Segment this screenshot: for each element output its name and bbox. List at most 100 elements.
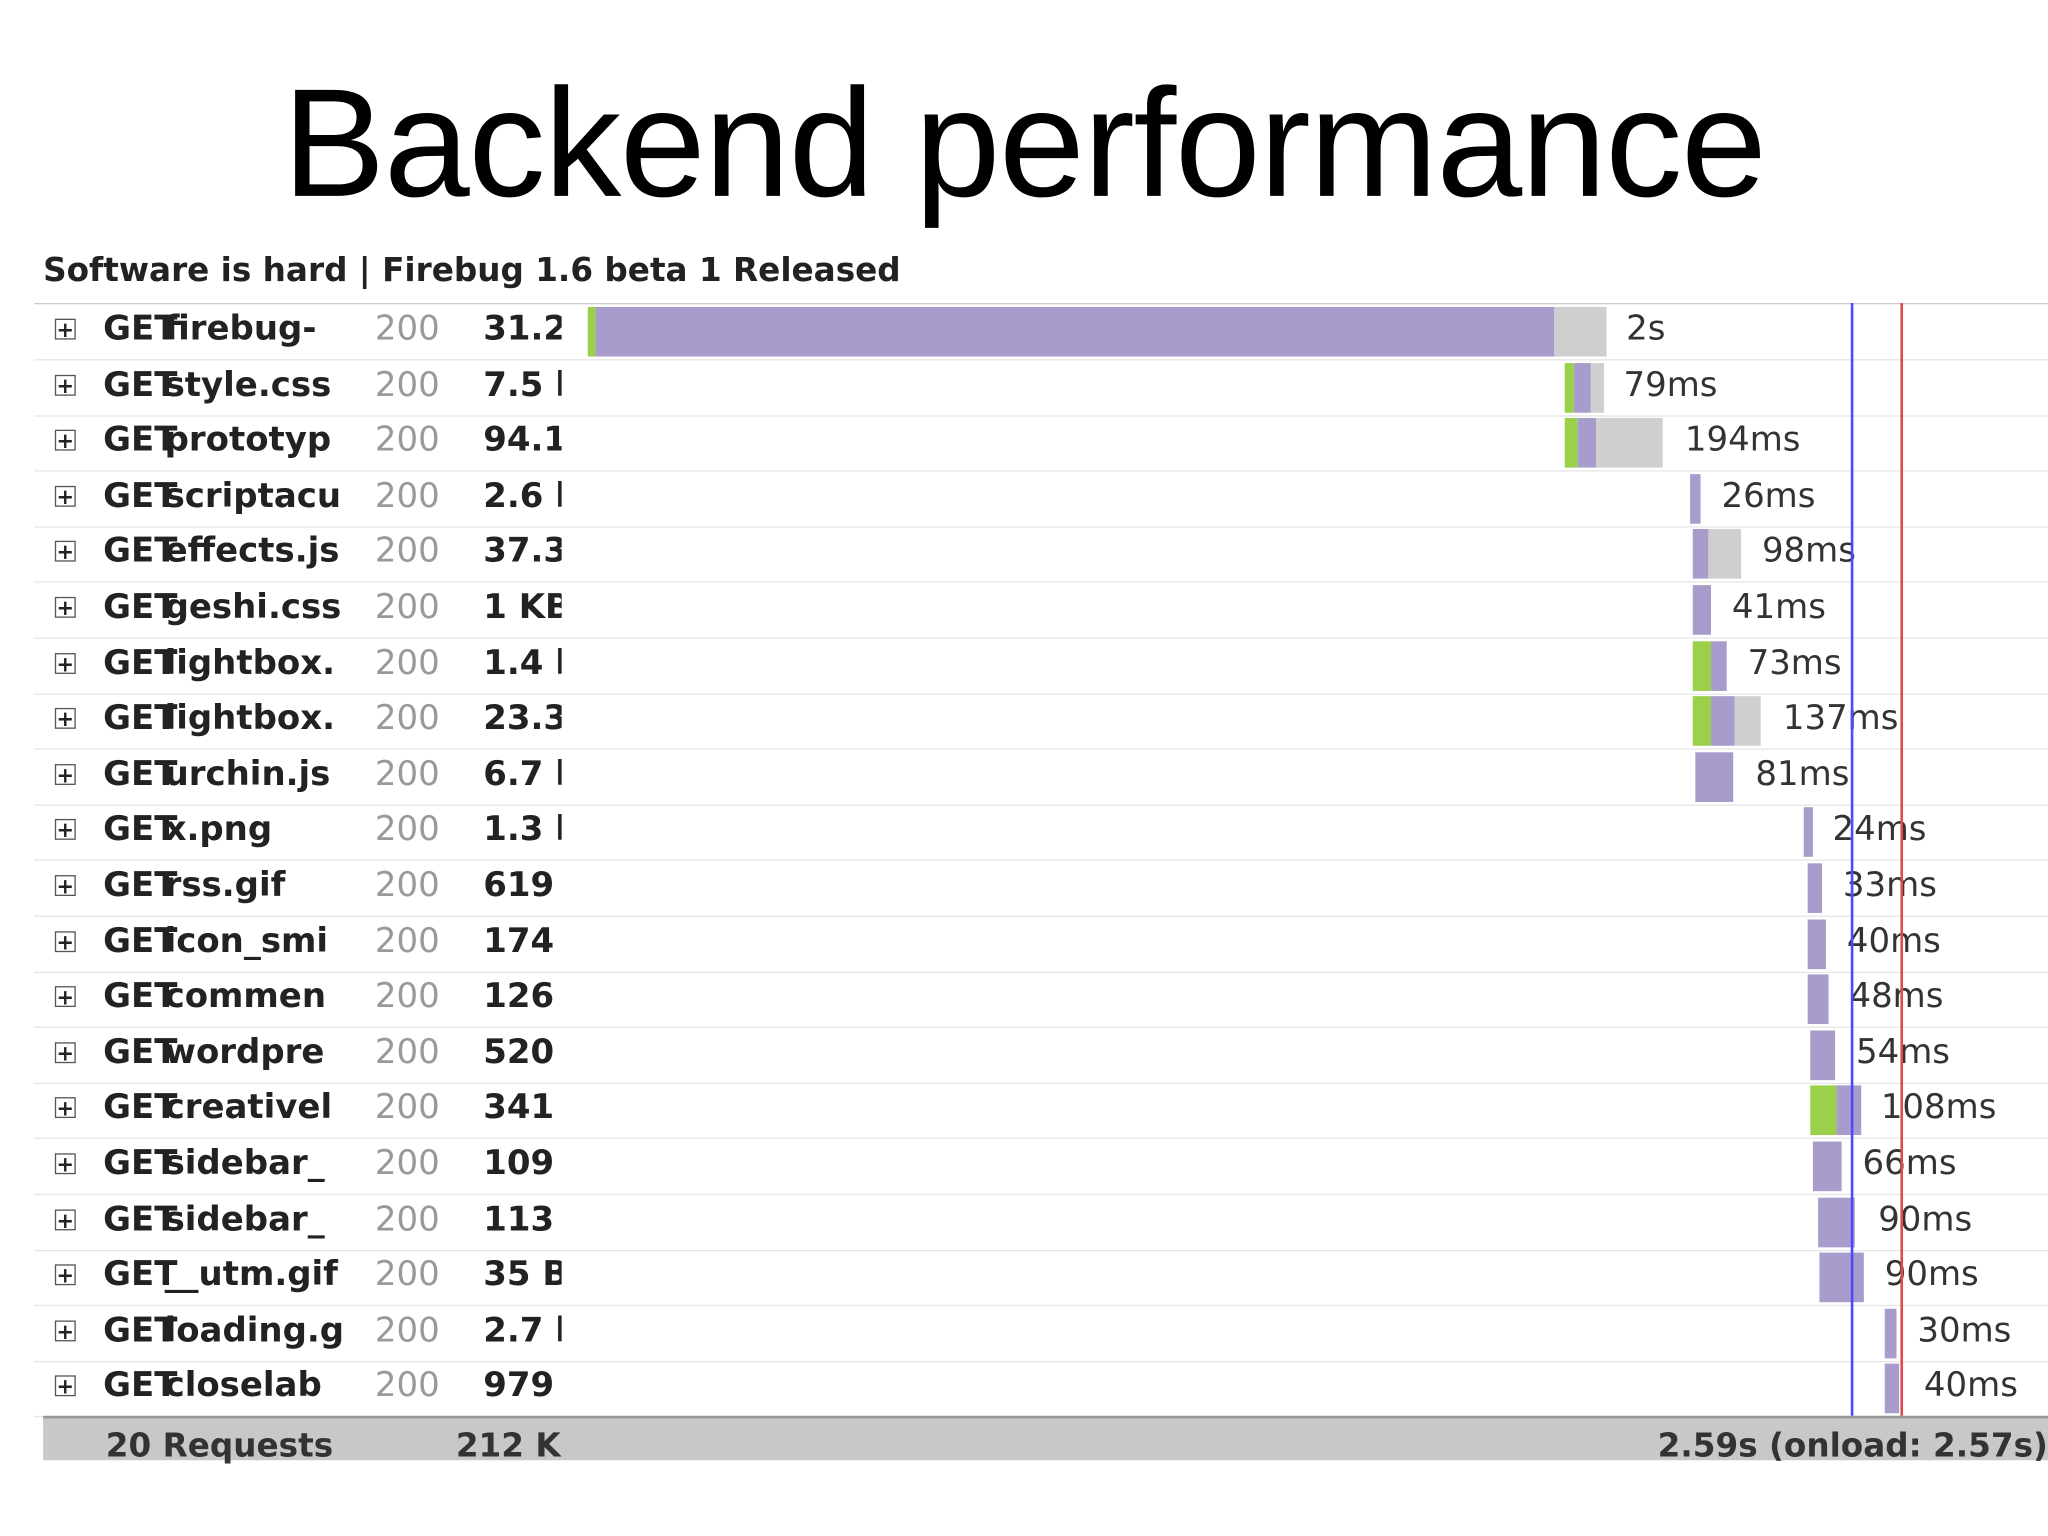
onload-line xyxy=(1900,303,1903,1416)
method: GET xyxy=(103,1032,178,1073)
expand-toggle[interactable]: + xyxy=(54,706,76,732)
size: 520 xyxy=(483,1032,555,1073)
file-name: x.png xyxy=(164,810,273,850)
request-row[interactable]: + GET lightbox. 200 23.3 137ms xyxy=(33,694,2048,750)
timing-connect xyxy=(1692,696,1712,747)
request-row[interactable]: + GET __utm.gif 200 35 B 90ms xyxy=(33,1250,2048,1307)
size: 23.3 xyxy=(483,699,562,739)
method: GET xyxy=(103,1088,178,1128)
request-row[interactable]: + GET rss.gif 200 619 33ms xyxy=(33,861,2048,917)
request-row[interactable]: + GET icon_smi 200 174 40ms xyxy=(33,916,2048,973)
file-name: commen xyxy=(164,977,327,1017)
expand-toggle[interactable]: + xyxy=(54,595,76,621)
file-name: scriptacu xyxy=(164,476,342,516)
status: 200 xyxy=(374,921,440,961)
expand-toggle[interactable]: + xyxy=(54,1096,76,1122)
request-row[interactable]: + GET creativel 200 341 108ms xyxy=(33,1083,2048,1140)
request-row[interactable]: + GET wordpre 200 520 54ms xyxy=(33,1028,2048,1084)
method: GET xyxy=(103,754,178,794)
file-name: __utm.gif xyxy=(164,1255,338,1295)
expand-toggle[interactable]: + xyxy=(54,818,76,843)
request-row[interactable]: + GET sidebar_ 200 113 90ms xyxy=(33,1195,2048,1251)
time: 81ms xyxy=(1755,754,1850,794)
timing-wait xyxy=(1812,1141,1842,1192)
expand-toggle[interactable]: + xyxy=(54,1318,76,1344)
expand-toggle[interactable]: + xyxy=(54,428,76,454)
size: 113 xyxy=(483,1199,555,1239)
timing-wait xyxy=(1692,585,1712,635)
timing-wait xyxy=(1711,696,1735,747)
expand-toggle[interactable]: + xyxy=(54,873,76,899)
file-name: sidebar_ xyxy=(164,1199,325,1239)
size: 6.7 k xyxy=(483,754,561,794)
timing-wait xyxy=(1807,918,1826,969)
timing-connect xyxy=(587,306,596,357)
method: GET xyxy=(103,476,178,516)
request-row[interactable]: + GET prototyp 200 94.1 194ms xyxy=(33,416,2048,472)
status: 200 xyxy=(374,1311,440,1351)
timing-wait xyxy=(595,306,1555,357)
size: 979 xyxy=(483,1366,555,1406)
expand-toggle[interactable]: + xyxy=(54,317,76,343)
time: 137ms xyxy=(1782,699,1899,739)
total-size: 212 K xyxy=(455,1426,561,1465)
expand-toggle[interactable]: + xyxy=(54,373,76,398)
timing-wait xyxy=(1695,752,1734,802)
time: 194ms xyxy=(1684,420,1801,460)
timing-wait xyxy=(1884,1308,1897,1359)
timing-wait xyxy=(1884,1364,1900,1414)
request-row[interactable]: + GET commen 200 126 48ms xyxy=(33,972,2048,1029)
expand-toggle[interactable]: + xyxy=(54,1207,76,1233)
expand-toggle[interactable]: + xyxy=(54,484,76,510)
status: 200 xyxy=(374,810,440,850)
size: 31.2 xyxy=(483,309,562,349)
file-name: closelab xyxy=(164,1366,322,1406)
expand-toggle[interactable]: + xyxy=(54,985,76,1010)
timing-wait xyxy=(1836,1085,1862,1136)
request-row[interactable]: + GET sidebar_ 200 109 66ms xyxy=(33,1139,2048,1196)
request-row[interactable]: + GET closelab 200 979 40ms xyxy=(33,1361,2048,1418)
status: 200 xyxy=(374,977,440,1017)
request-row[interactable]: + GET firebug- 200 31.2 2s xyxy=(33,304,2048,361)
status: 200 xyxy=(374,365,440,405)
expand-toggle[interactable]: + xyxy=(54,1040,76,1066)
status: 200 xyxy=(374,1199,440,1239)
timing-wait xyxy=(1807,863,1823,913)
page-header: Software is hard | Firebug 1.6 beta 1 Re… xyxy=(43,250,901,289)
size: 341 xyxy=(483,1088,555,1128)
size: 1.3 k xyxy=(483,810,561,850)
expand-toggle[interactable]: + xyxy=(54,1151,76,1177)
status: 200 xyxy=(374,1366,440,1406)
timing-connect xyxy=(1692,640,1712,691)
expand-toggle[interactable]: + xyxy=(54,651,76,677)
timing-wait xyxy=(1573,362,1591,413)
size: 174 xyxy=(483,921,555,961)
status: 200 xyxy=(374,309,440,349)
time: 90ms xyxy=(1884,1255,1979,1295)
size: 1.4 k xyxy=(483,643,561,683)
method: GET xyxy=(103,1199,178,1239)
request-count: 20 Requests xyxy=(105,1426,334,1465)
expand-toggle[interactable]: + xyxy=(54,929,76,955)
request-row[interactable]: + GET effects.js 200 37.3 98ms xyxy=(33,527,2048,584)
method: GET xyxy=(103,365,178,405)
size: 109 xyxy=(483,1144,555,1184)
expand-toggle[interactable]: + xyxy=(54,762,76,788)
status: 200 xyxy=(374,754,440,794)
expand-toggle[interactable]: + xyxy=(54,1263,76,1289)
net-panel: + GET firebug- 200 31.2 2s + GET style.css 200 7.5… xyxy=(33,303,2048,1418)
size: 126 xyxy=(483,977,555,1017)
method: GET xyxy=(103,643,178,683)
expand-toggle[interactable]: + xyxy=(54,539,76,565)
expand-toggle[interactable]: + xyxy=(54,1374,76,1400)
method: GET xyxy=(103,1144,178,1184)
timing-wait xyxy=(1690,473,1701,524)
